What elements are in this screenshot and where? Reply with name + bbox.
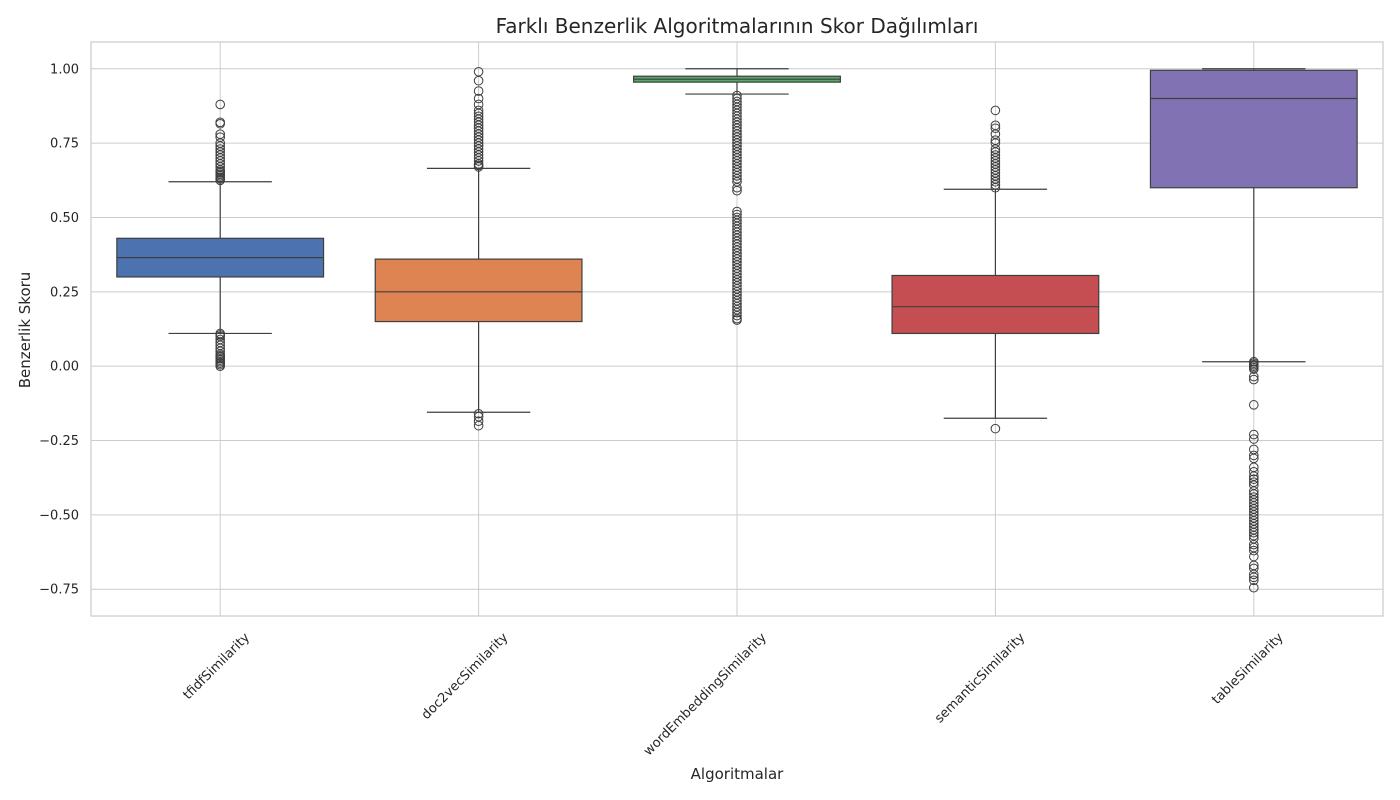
outlier-point <box>215 118 225 129</box>
outlier-point <box>732 171 742 181</box>
outlier-point <box>732 307 742 318</box>
outlier-point <box>1249 400 1259 410</box>
outlier-point <box>1249 527 1259 538</box>
box-doc2vecSimilarity <box>374 66 583 431</box>
outlier-point <box>1249 572 1259 583</box>
outlier-point <box>215 361 225 371</box>
box-plots <box>116 66 1358 593</box>
y-tick-label: 0.25 <box>50 285 79 300</box>
outlier-point <box>1249 545 1259 556</box>
outlier-point <box>473 162 484 172</box>
outlier-point <box>473 93 484 104</box>
outlier-point <box>1249 466 1259 477</box>
outlier-point <box>1249 374 1259 385</box>
outlier-point <box>990 105 1001 116</box>
outlier-point <box>1249 569 1259 580</box>
box-semanticSimilarity <box>891 105 1100 434</box>
outlier-point <box>732 185 742 196</box>
y-tick-label: 0.00 <box>50 360 79 375</box>
plot-frame <box>90 41 1384 617</box>
iqr-box <box>1149 69 1358 189</box>
outlier-point <box>473 86 484 96</box>
outlier-point <box>732 315 742 325</box>
outlier-point <box>1249 575 1259 586</box>
outlier-point <box>990 123 1001 134</box>
outlier-point <box>990 182 1001 193</box>
y-axis-label: Benzerlik Skoru <box>16 272 34 389</box>
y-tick-label: 1.00 <box>50 62 79 77</box>
box-wordEmbeddingSimilarity <box>633 68 841 325</box>
y-tick-label: −0.25 <box>39 434 79 449</box>
iqr-box <box>374 258 583 323</box>
x-axis-label: Algoritmalar <box>691 765 785 783</box>
y-tick-label: −0.50 <box>39 508 79 523</box>
x-tick-labels: tfidfSimilarity doc2vecSimilarity wordEmbe… <box>180 630 1286 759</box>
x-tick-label: tableSimilarity <box>1209 630 1287 708</box>
outlier-point <box>732 182 742 193</box>
outlier-point <box>990 179 1001 190</box>
outlier-point <box>1249 539 1259 550</box>
outlier-point <box>1249 582 1259 593</box>
outlier-point <box>1249 364 1259 374</box>
outlier-point <box>215 175 225 186</box>
outlier-point <box>1249 450 1259 461</box>
outlier-point <box>1249 474 1259 484</box>
box-tfidfSimilarity <box>116 99 325 371</box>
x-tick-label: wordEmbeddingSimilarity <box>641 630 770 759</box>
outlier-point <box>1249 434 1259 444</box>
outlier-point <box>1249 429 1259 440</box>
x-tick-label: semanticSimilarity <box>932 630 1028 726</box>
outlier-point <box>473 156 484 166</box>
outlier-point <box>473 75 484 86</box>
outlier-point <box>990 423 1001 434</box>
x-tick-label: doc2vecSimilarity <box>419 630 512 723</box>
chart-title: Farklı Benzerlik Algoritmalarının Skor D… <box>496 14 979 38</box>
y-tick-label: 0.75 <box>50 137 79 152</box>
y-tick-label: −0.75 <box>39 583 79 598</box>
box-tableSimilarity <box>1149 68 1358 593</box>
outlier-point <box>473 416 484 426</box>
y-tick-labels: 1.00 0.75 0.50 0.25 0.00 −0.25 −0.50 −0.75 <box>39 62 79 597</box>
outlier-point <box>990 176 1001 187</box>
outlier-point <box>473 420 484 431</box>
iqr-box <box>891 274 1100 335</box>
y-tick-label: 0.50 <box>50 211 79 226</box>
x-tick-label: tfidfSimilarity <box>180 630 253 703</box>
outlier-point <box>1249 371 1259 382</box>
outlier-point <box>215 99 225 110</box>
outlier-point <box>473 408 484 419</box>
outlier-point <box>732 310 742 321</box>
